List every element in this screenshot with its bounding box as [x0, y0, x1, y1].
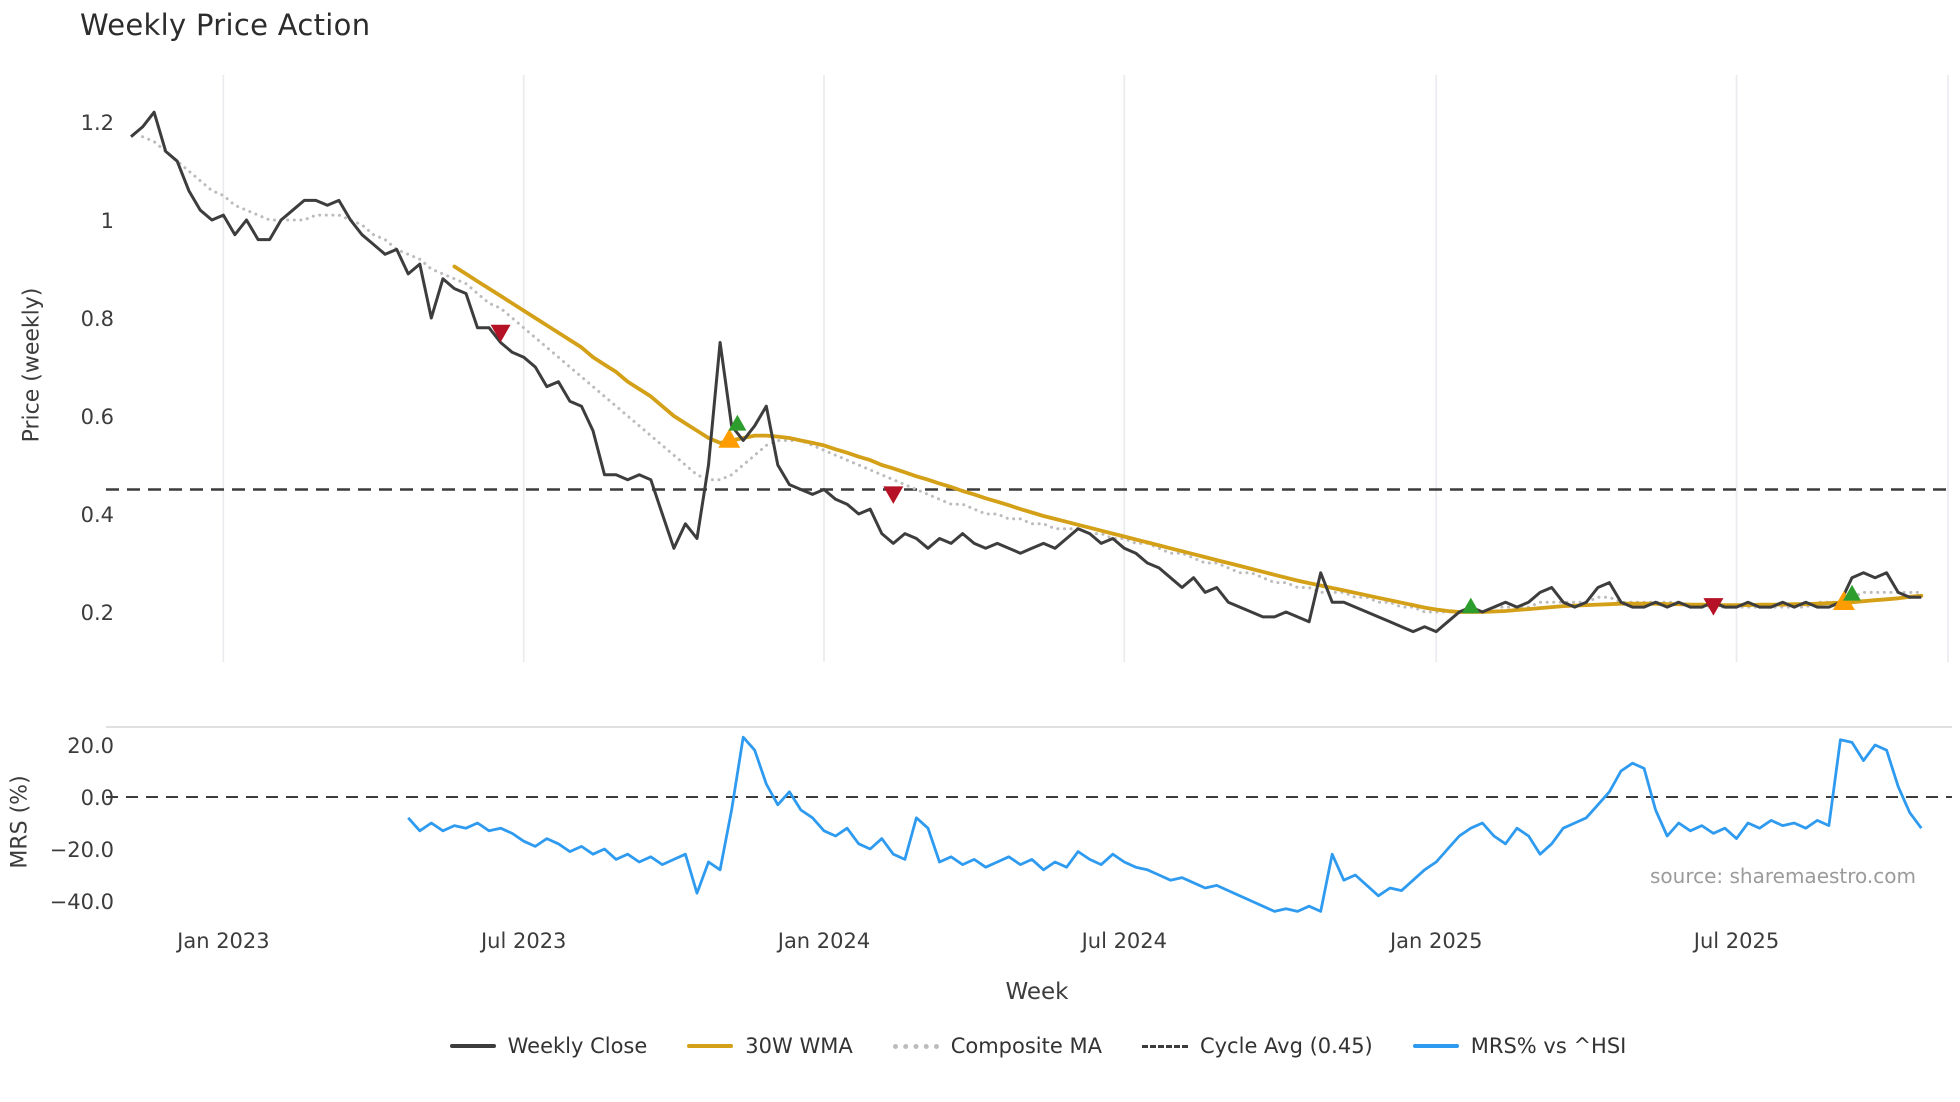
weekly-close-line-icon	[449, 1044, 496, 1048]
x-tick-label: Jul 2023	[479, 929, 566, 953]
composite-ma-line	[141, 135, 1923, 614]
buy-signal-triangle-icon	[728, 414, 747, 431]
signal-markers-group	[490, 324, 1861, 616]
tick-labels-group: Jan 2023 Jul 2023 Jan 2024 Jul 2024 Jan 2025…	[50, 111, 1780, 953]
legend-label-wma: 30W WMA	[745, 1034, 853, 1058]
legend-item-cycle-avg: Cycle Avg (0.45)	[1141, 1034, 1373, 1058]
x-tick-label: Jan 2024	[776, 929, 871, 953]
buy-signal-triangle-icon	[1843, 584, 1861, 601]
legend-label-cycle-avg: Cycle Avg (0.45)	[1199, 1034, 1373, 1058]
mrs-y-tick-label: 20.0	[67, 734, 114, 758]
legend-label-composite-ma: Composite MA	[950, 1034, 1102, 1058]
sell-signal-triangle-icon	[883, 486, 904, 504]
series-lines-group	[106, 110, 1952, 913]
composite-ma-dotted-line-icon	[892, 1043, 939, 1049]
x-tick-label: Jan 2023	[175, 929, 270, 953]
sell-signal-triangle-icon	[1703, 598, 1724, 616]
x-tick-label: Jul 2024	[1080, 929, 1167, 953]
x-tick-label: Jul 2025	[1692, 929, 1779, 953]
sell-signal-triangle-icon	[490, 324, 511, 343]
price-y-tick-label: 1	[101, 209, 114, 233]
mrs-y-tick-label: −40.0	[50, 890, 114, 914]
wma-line	[452, 264, 1924, 614]
legend-item-weekly-close: Weekly Close	[449, 1034, 648, 1058]
chart-title: Weekly Price Action	[80, 8, 371, 42]
weekly-close-line	[130, 110, 1922, 634]
buy-signal-triangle-icon	[1461, 597, 1480, 614]
x-tick-label: Jan 2025	[1388, 929, 1483, 953]
legend-label-weekly-close: Weekly Close	[507, 1034, 648, 1058]
mrs-y-tick-label: 0.0	[81, 786, 114, 810]
mrs-y-tick-label: −20.0	[50, 838, 114, 862]
legend: Weekly Close 30W WMA Composite MA Cycle …	[130, 1034, 1946, 1058]
legend-label-mrs: MRS% vs ^HSI	[1470, 1034, 1627, 1058]
price-y-tick-label: 0.8	[81, 307, 114, 331]
price-y-tick-label: 0.4	[81, 503, 114, 527]
price-axis-label: Price (weekly)	[19, 287, 45, 443]
legend-item-wma: 30W WMA	[687, 1034, 853, 1058]
watermark-text: source: sharemaestro.com	[1650, 864, 1916, 888]
wma-line-icon	[687, 1044, 734, 1048]
gridlines-group	[106, 75, 1952, 728]
price-y-tick-label: 0.2	[81, 601, 114, 625]
price-y-tick-label: 1.2	[81, 111, 114, 135]
accumulate-signal-triangle-icon	[718, 428, 741, 448]
mrs-line-icon	[1412, 1044, 1459, 1048]
mrs-line	[407, 735, 1923, 913]
cycle-avg-dashed-line-icon	[1141, 1044, 1188, 1048]
legend-item-mrs: MRS% vs ^HSI	[1412, 1034, 1627, 1058]
price-y-tick-label: 0.6	[81, 405, 114, 429]
x-axis-label: Week	[1005, 979, 1069, 1005]
mrs-axis-label: MRS (%)	[7, 775, 33, 869]
legend-item-composite-ma: Composite MA	[892, 1034, 1102, 1058]
